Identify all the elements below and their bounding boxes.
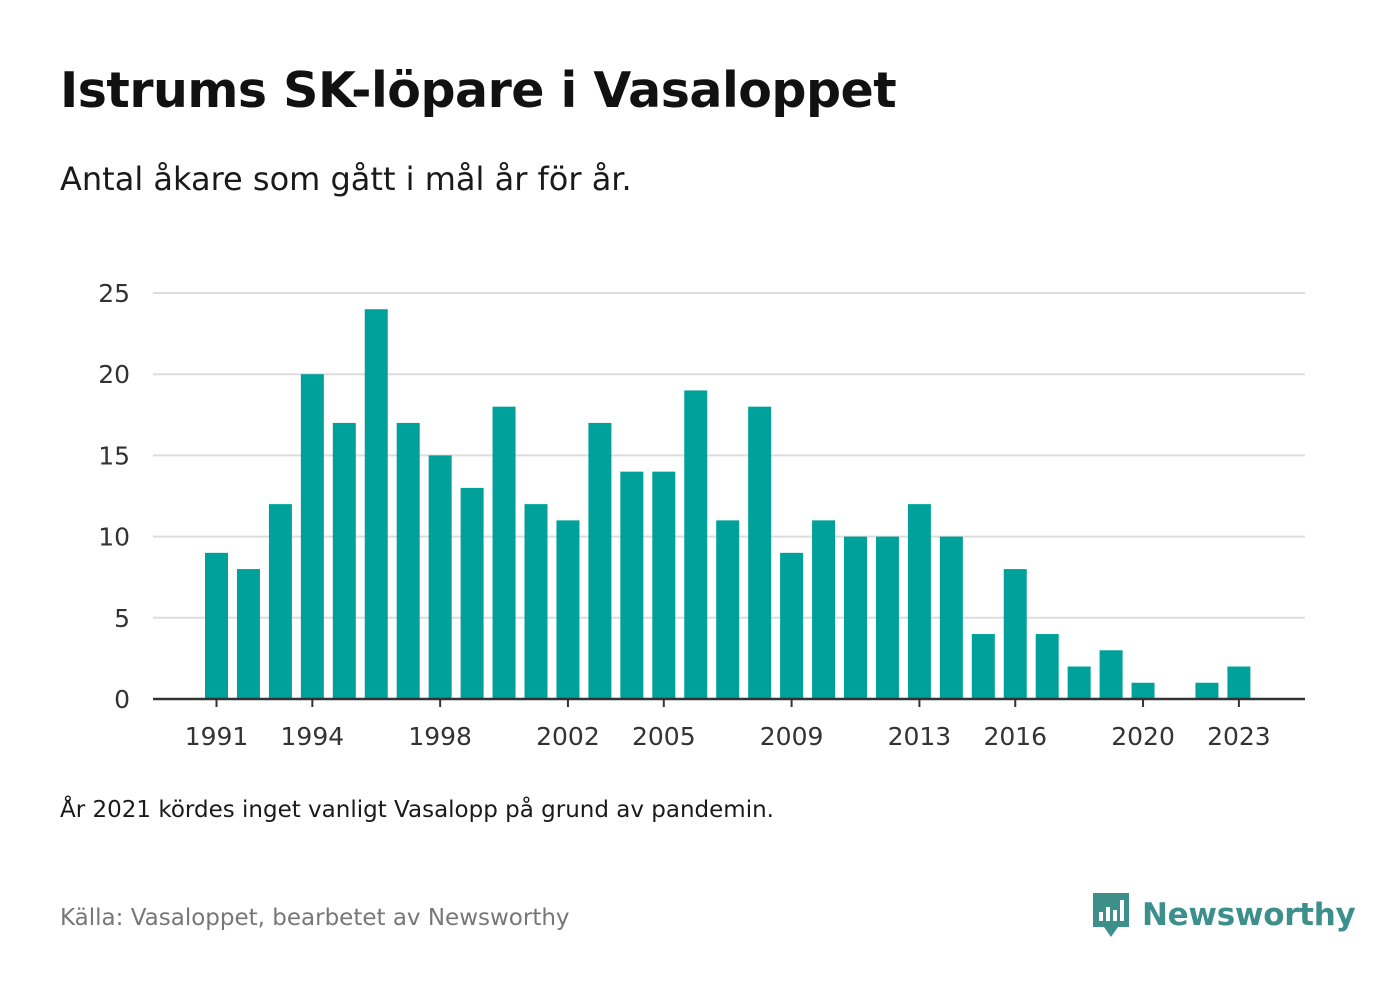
bar-2001 bbox=[524, 504, 548, 699]
x-tick-label: 1998 bbox=[408, 722, 472, 751]
y-tick-label: 5 bbox=[114, 604, 130, 633]
bar-2005 bbox=[652, 471, 676, 699]
x-tick-label: 2002 bbox=[536, 722, 600, 751]
bar-2004 bbox=[620, 471, 644, 699]
bar-2008 bbox=[748, 406, 772, 699]
bar-2002 bbox=[556, 520, 580, 699]
bar-1991 bbox=[205, 552, 228, 699]
bar-2003 bbox=[588, 422, 612, 699]
bar-1992 bbox=[236, 569, 260, 699]
x-tick-label: 1994 bbox=[281, 722, 345, 751]
axes: 0 5 10 15 20 25 1991 1994 1998 2002 2005 2009 2013 20… bbox=[98, 279, 1305, 751]
x-tick-label: 2023 bbox=[1207, 722, 1271, 751]
bar-1996 bbox=[364, 309, 388, 699]
bar-1995 bbox=[332, 422, 356, 699]
bar-1997 bbox=[396, 422, 420, 699]
x-tick-label: 2005 bbox=[632, 722, 696, 751]
bar-2014 bbox=[939, 536, 963, 699]
x-tick-label: 2020 bbox=[1111, 722, 1175, 751]
y-tick-label: 0 bbox=[114, 685, 130, 714]
bars bbox=[205, 309, 1251, 699]
bar-1993 bbox=[268, 504, 292, 699]
bar-2016 bbox=[1003, 569, 1027, 699]
bar-2006 bbox=[684, 390, 708, 699]
bar-2019 bbox=[1099, 650, 1123, 699]
x-tick-label: 1991 bbox=[185, 722, 249, 751]
y-tick-label: 20 bbox=[98, 360, 130, 389]
y-tick-label: 15 bbox=[98, 441, 130, 470]
bar-2022 bbox=[1195, 682, 1219, 699]
bar-1994 bbox=[300, 374, 324, 699]
chart-title: Istrums SK-löpare i Vasaloppet bbox=[60, 62, 897, 119]
chart-subtitle: Antal åkare som gått i mål år för år. bbox=[60, 160, 632, 198]
chart-note: År 2021 kördes inget vanligt Vasalopp på… bbox=[60, 797, 774, 823]
bar-2009 bbox=[780, 552, 804, 699]
bar-2007 bbox=[716, 520, 740, 699]
bar-2012 bbox=[875, 536, 899, 699]
bar-2015 bbox=[971, 634, 995, 699]
bar-2010 bbox=[812, 520, 836, 699]
bar-2023 bbox=[1227, 666, 1251, 699]
newsworthy-logo-icon bbox=[1093, 893, 1129, 937]
bar-2020 bbox=[1131, 682, 1155, 699]
bar-2000 bbox=[492, 406, 516, 699]
bar-1998 bbox=[428, 455, 452, 699]
bar-2018 bbox=[1067, 666, 1091, 699]
bar-2017 bbox=[1035, 634, 1059, 699]
bar-2013 bbox=[907, 504, 931, 699]
brand-name: Newsworthy bbox=[1142, 897, 1356, 933]
bar-1999 bbox=[460, 487, 484, 699]
source-credit: Källa: Vasaloppet, bearbetet av Newswort… bbox=[60, 905, 570, 931]
bar-2011 bbox=[844, 536, 867, 699]
x-tick-label: 2016 bbox=[983, 722, 1047, 751]
x-tick-label: 2009 bbox=[760, 722, 824, 751]
y-tick-label: 25 bbox=[98, 279, 130, 308]
newsworthy-brand: Newsworthy bbox=[1090, 890, 1356, 940]
y-tick-label: 10 bbox=[98, 523, 130, 552]
x-tick-label: 2013 bbox=[888, 722, 952, 751]
